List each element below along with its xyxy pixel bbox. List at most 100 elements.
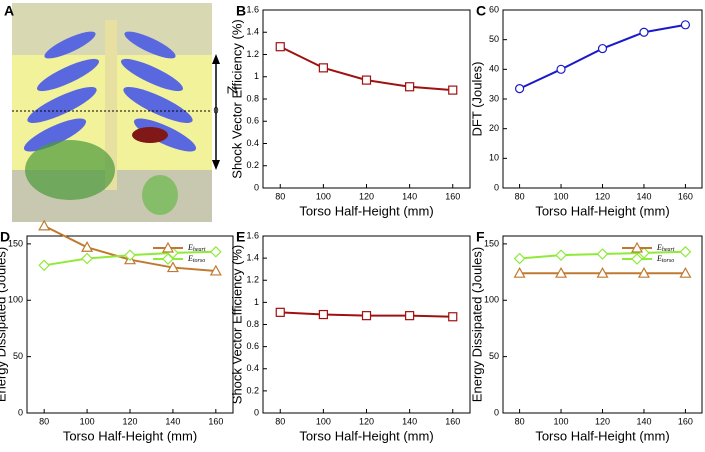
legend-label-sub: heart (193, 247, 206, 253)
y-tick-label: 10 (489, 153, 499, 163)
x-tick-label: 80 (39, 416, 49, 426)
point (81, 241, 94, 252)
legend-marker (162, 253, 174, 265)
y-tick-label: 100 (8, 295, 23, 305)
point (166, 261, 179, 273)
legend-label-sub: torso (662, 258, 674, 264)
organ (142, 175, 178, 215)
plot-frame (262, 9, 471, 189)
panel-a-image: 0 Z A (4, 3, 240, 222)
point (361, 311, 372, 321)
point (556, 64, 566, 74)
y-tick-label: 1 (254, 71, 259, 81)
y-tick-label: 20 (489, 123, 499, 133)
x-tick-label: 100 (80, 416, 95, 426)
legend-marker (631, 253, 643, 265)
y-axis-title: DFT (Joules) (469, 62, 484, 137)
point (679, 245, 692, 258)
legend-label: Etorso (187, 254, 205, 265)
zero-label: 0 (213, 105, 218, 115)
y-axis-title: Shock Vector Efficiency (%) (229, 245, 244, 404)
y-tick-label: 50 (489, 351, 499, 361)
point (639, 27, 649, 37)
y-tick-label: 0 (254, 182, 259, 192)
y-tick-label: 150 (484, 238, 499, 248)
point (209, 264, 222, 276)
y-tick-label: 0.6 (246, 341, 259, 351)
point (596, 248, 609, 260)
x-tick-label: 160 (445, 191, 460, 201)
y-tick-label: 0.2 (246, 385, 259, 395)
plot-frame (502, 9, 703, 189)
panel-letter: A (4, 3, 14, 19)
spine (105, 20, 117, 190)
y-tick-label: 60 (489, 4, 499, 14)
point (596, 266, 609, 278)
x-tick-label: 140 (636, 191, 651, 201)
x-tick-label: 120 (359, 416, 374, 426)
point (448, 312, 458, 322)
x-axis-title: Torso Half-Height (mm) (535, 203, 669, 218)
point (597, 43, 608, 54)
panel-letter: B (236, 3, 246, 19)
y-tick-label: 0.6 (246, 116, 259, 126)
x-axis-title: Torso Half-Height (mm) (535, 428, 669, 443)
legend-label-sub: heart (662, 247, 675, 253)
y-tick-label: 1.4 (246, 253, 259, 263)
x-tick-label: 80 (515, 416, 525, 426)
ribs (23, 31, 197, 152)
y-tick-label: 0.2 (246, 160, 259, 170)
legend-marker (630, 241, 644, 253)
y-tick-label: 0.4 (246, 363, 259, 373)
x-tick-label: 100 (316, 416, 331, 426)
y-tick-label: 0 (494, 182, 499, 192)
x-tick-label: 140 (636, 416, 651, 426)
y-tick-label: 1.2 (246, 275, 259, 285)
x-tick-label: 140 (402, 416, 417, 426)
y-axis-title: Energy Dissipated (Joules) (469, 247, 484, 402)
y-tick-label: 100 (484, 295, 499, 305)
x-axis-title: Torso Half-Height (mm) (299, 428, 433, 443)
x-tick-label: 140 (165, 416, 180, 426)
point (361, 75, 372, 85)
point (405, 311, 415, 321)
y-tick-label: 0.8 (246, 93, 259, 103)
point (124, 249, 136, 262)
legend-label-main: E (187, 243, 193, 252)
point (275, 307, 285, 317)
point (513, 252, 526, 265)
y-tick-label: 1.6 (246, 230, 259, 240)
y-tick-label: 0 (18, 407, 23, 417)
y-tick-label: 0 (254, 407, 259, 417)
point (555, 266, 568, 278)
legend-label-main: E (656, 254, 662, 263)
y-tick-label: 1.2 (246, 49, 259, 59)
y-tick-label: 0.4 (246, 138, 259, 148)
point (637, 266, 650, 278)
point (679, 266, 692, 278)
x-tick-label: 100 (316, 191, 331, 201)
point (318, 63, 328, 73)
z-label: Z (225, 86, 240, 94)
heart (132, 127, 168, 143)
point (555, 249, 567, 262)
x-axis-title: Torso Half-Height (mm) (63, 428, 197, 443)
point (38, 219, 51, 231)
x-tick-label: 80 (275, 416, 285, 426)
series-line (519, 23, 686, 90)
y-tick-label: 1.6 (246, 4, 259, 14)
y-tick-label: 0.8 (246, 319, 259, 329)
point (209, 245, 222, 258)
y-tick-label: 1.4 (246, 27, 259, 37)
y-tick-label: 150 (8, 238, 23, 248)
legend-label-sub: torso (193, 258, 205, 264)
y-tick-label: 0 (494, 407, 499, 417)
legend-label: Eheart (656, 243, 675, 254)
x-tick-label: 160 (445, 416, 460, 426)
point (514, 84, 525, 94)
x-tick-label: 80 (275, 191, 285, 201)
point (38, 259, 51, 272)
panel-letter: E (236, 229, 245, 245)
x-tick-label: 120 (359, 191, 374, 201)
